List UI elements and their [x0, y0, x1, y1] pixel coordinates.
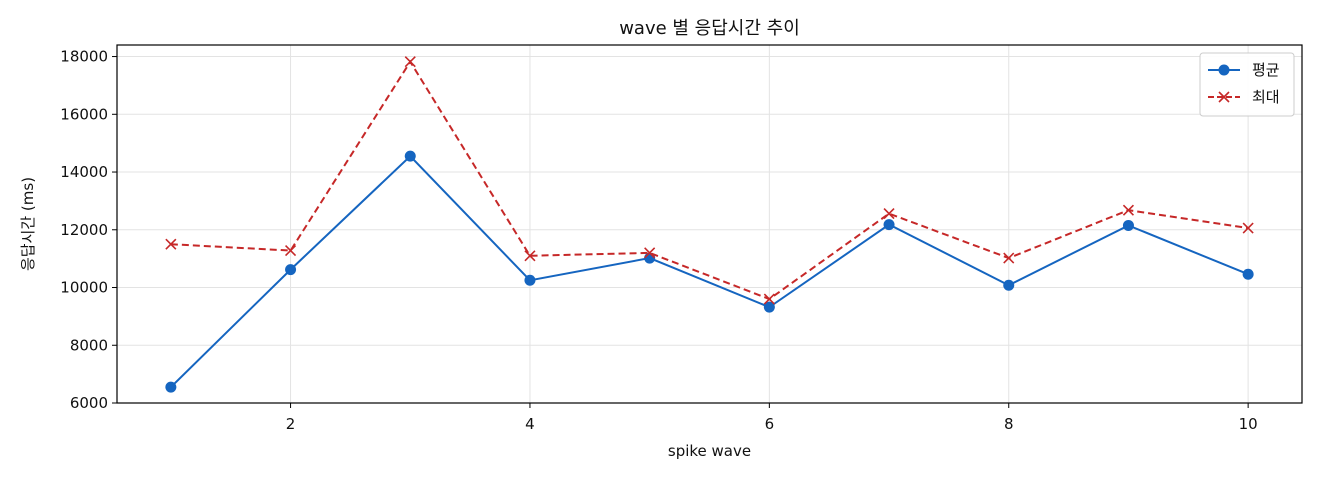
- y-tick-label: 8000: [70, 336, 108, 354]
- x-tick-label: 8: [1004, 415, 1014, 433]
- ticks: 2 4 6 8 10 6000 8000 10000 12000 14000 16000 18000: [60, 48, 1257, 433]
- x-tick-label: 6: [765, 415, 775, 433]
- series-2-point: [1003, 252, 1015, 264]
- series-2-point: [1122, 204, 1135, 216]
- series-2-point: [763, 293, 775, 305]
- y-tick-label: 16000: [60, 105, 108, 123]
- series-2-line: [170, 59, 1249, 301]
- series-1-line: [170, 154, 1249, 388]
- series-2-point: [644, 247, 656, 259]
- series-1-point: [1242, 268, 1254, 280]
- y-tick-label: 6000: [70, 394, 108, 412]
- series-2: [165, 56, 1254, 305]
- x-tick-label: 2: [286, 415, 296, 433]
- y-tick-label: 14000: [60, 163, 108, 181]
- series-2-point: [883, 208, 895, 220]
- series-1-point: [524, 274, 536, 286]
- legend-box: [1199, 52, 1295, 117]
- x-axis-title: spike wave: [668, 442, 751, 460]
- series-1-point: [165, 381, 177, 393]
- legend-entry-2-label: 최대: [1252, 88, 1280, 106]
- x-tick-label: 10: [1239, 415, 1258, 433]
- series-1-point: [1003, 279, 1015, 291]
- series-1-point: [763, 301, 775, 313]
- x-tick-label: 4: [525, 415, 535, 433]
- series-2-point: [404, 56, 416, 68]
- series-1-point: [285, 264, 297, 276]
- legend-entry-2: 최대: [1208, 88, 1280, 106]
- legend-entry-1-label: 평균: [1252, 61, 1280, 79]
- y-axis-title: 응답시간 (ms): [19, 177, 37, 271]
- series-2-point: [1242, 222, 1254, 234]
- series-1: [165, 150, 1254, 393]
- series-1-point: [404, 150, 416, 162]
- series-1-point: [883, 219, 895, 231]
- plot-frame: [116, 44, 1303, 404]
- series-layer: [165, 56, 1254, 393]
- series-2-point: [165, 238, 177, 250]
- chart-title: wave 별 응답시간 추이: [619, 18, 800, 39]
- y-tick-label: 18000: [60, 48, 108, 66]
- legend-entry-1-point: [1218, 64, 1230, 76]
- y-tick-label: 12000: [60, 221, 108, 239]
- legend-entry-1: 평균: [1208, 61, 1280, 79]
- legend-entry-2-point: [1218, 91, 1230, 103]
- series-1-point: [1122, 219, 1134, 231]
- y-tick-label: 10000: [60, 279, 108, 297]
- series-2-point: [284, 244, 297, 257]
- series-2-point: [524, 250, 536, 262]
